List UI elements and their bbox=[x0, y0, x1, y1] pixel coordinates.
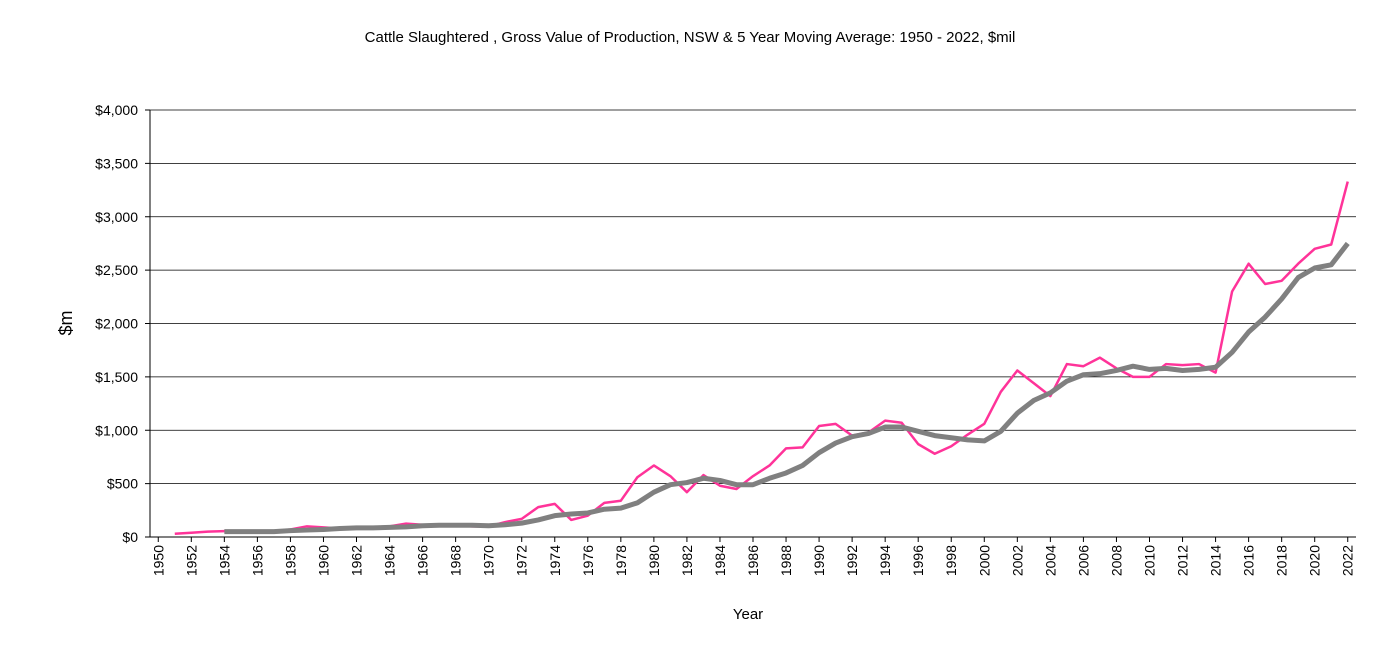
x-tick-label: 1960 bbox=[315, 545, 331, 576]
series-line bbox=[224, 241, 1350, 535]
x-tick-label: 1988 bbox=[778, 545, 794, 576]
y-tick-label: $2,000 bbox=[95, 316, 138, 332]
x-tick-label: 1972 bbox=[514, 545, 530, 576]
x-tick-label: 1974 bbox=[547, 545, 563, 576]
x-tick-label: 1990 bbox=[811, 545, 827, 576]
x-tick-label: 2000 bbox=[976, 545, 992, 576]
x-tick-label: 2002 bbox=[1009, 545, 1025, 576]
y-tick-label: $1,500 bbox=[95, 369, 138, 385]
x-tick-label: 1962 bbox=[349, 545, 365, 576]
x-tick-label: 1998 bbox=[943, 545, 959, 576]
x-tick-label: 2008 bbox=[1108, 545, 1124, 576]
chart-title: Cattle Slaughtered , Gross Value of Prod… bbox=[365, 29, 1016, 46]
x-tick-label: 1982 bbox=[679, 545, 695, 576]
x-tick-label: 1978 bbox=[613, 545, 629, 576]
y-axis-title: $m bbox=[56, 310, 76, 335]
x-tick-label: 1954 bbox=[216, 545, 232, 576]
x-tick-label: 1968 bbox=[448, 545, 464, 576]
x-tick-label: 1994 bbox=[877, 545, 893, 576]
x-tick-label: 2006 bbox=[1075, 545, 1091, 576]
x-tick-label: 1958 bbox=[282, 545, 298, 576]
x-tick-label: 1956 bbox=[249, 545, 265, 576]
x-tick-label: 1996 bbox=[910, 545, 926, 576]
y-tick-label: $2,500 bbox=[95, 262, 138, 278]
x-tick-label: 1966 bbox=[415, 545, 431, 576]
x-tick-label: 2012 bbox=[1175, 545, 1191, 576]
x-tick-label: 1980 bbox=[646, 545, 662, 576]
x-axis-title: Year bbox=[733, 606, 763, 623]
y-tick-label: $3,000 bbox=[95, 209, 138, 225]
x-tick-label: 2010 bbox=[1141, 545, 1157, 576]
x-tick-label: 2018 bbox=[1274, 545, 1290, 576]
y-tick-label: $1,000 bbox=[95, 422, 138, 438]
x-tick-label: 2014 bbox=[1208, 545, 1224, 576]
x-tick-label: 1952 bbox=[183, 545, 199, 576]
x-tick-label: 1992 bbox=[844, 545, 860, 576]
y-tick-label: $3,500 bbox=[95, 155, 138, 171]
x-tick-label: 1986 bbox=[745, 545, 761, 576]
x-tick-label: 2020 bbox=[1307, 545, 1323, 576]
x-tick-label: 1964 bbox=[382, 545, 398, 576]
y-tick-label: $4,000 bbox=[95, 102, 138, 118]
x-tick-label: 2022 bbox=[1340, 545, 1356, 576]
x-tick-label: 2004 bbox=[1042, 545, 1058, 576]
x-tick-label: 1976 bbox=[580, 545, 596, 576]
x-tick-label: 1950 bbox=[150, 545, 166, 576]
y-tick-label: $0 bbox=[122, 529, 138, 545]
x-tick-label: 2016 bbox=[1241, 545, 1257, 576]
x-tick-label: 1970 bbox=[481, 545, 497, 576]
x-tick-label: 1984 bbox=[712, 545, 728, 576]
y-tick-label: $500 bbox=[107, 476, 138, 492]
